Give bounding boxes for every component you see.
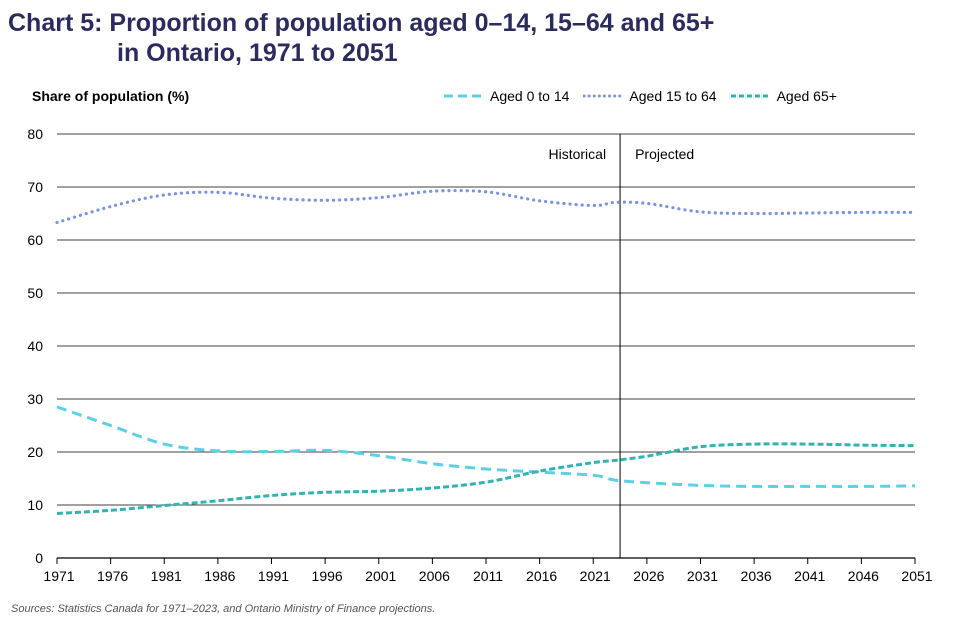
- x-tick-label-2016: 2016: [526, 568, 557, 584]
- legend-swatch-aged-65-plus: [730, 94, 771, 98]
- x-tick-label-2051: 2051: [901, 568, 932, 584]
- series-line-aged-65-plus: [56, 442, 916, 515]
- projected-label: Projected: [635, 146, 694, 162]
- x-tick-label-1996: 1996: [312, 568, 343, 584]
- series-line-aged-15-64: [55, 188, 917, 225]
- series-line-aged-0-14: [56, 405, 916, 488]
- y-tick-label-30: 30: [27, 391, 43, 407]
- chart-title-line-1: Chart 5: Proportion of population aged 0…: [8, 9, 715, 37]
- x-tick-label-2001: 2001: [365, 568, 396, 584]
- x-tick-label-1981: 1981: [151, 568, 182, 584]
- legend: Aged 0 to 14 Aged 15 to 64 Aged 65+: [444, 88, 837, 104]
- y-axis-label: Share of population (%): [32, 88, 190, 104]
- historical-label: Historical: [548, 146, 606, 162]
- x-tick-label-2026: 2026: [633, 568, 664, 584]
- legend-item-aged-0-14: Aged 0 to 14: [444, 88, 569, 104]
- source-note: Sources: Statistics Canada for 1971–2023…: [11, 603, 436, 615]
- chart-title: Chart 5: Proportion of population aged 0…: [8, 8, 714, 68]
- legend-label-aged-15-64: Aged 15 to 64: [629, 88, 717, 104]
- x-tick-label-1971: 1971: [43, 568, 74, 584]
- y-tick-label-10: 10: [27, 497, 43, 513]
- y-tick-label-40: 40: [27, 338, 43, 354]
- legend-item-aged-65-plus: Aged 65+: [730, 88, 837, 104]
- chart-title-line-2: in Ontario, 1971 to 2051: [117, 39, 398, 67]
- x-tick-label-2041: 2041: [794, 568, 825, 584]
- x-tick-label-2046: 2046: [848, 568, 879, 584]
- y-tick-label-50: 50: [27, 285, 43, 301]
- legend-item-aged-15-64: Aged 15 to 64: [583, 88, 717, 104]
- x-tick-label-1976: 1976: [97, 568, 128, 584]
- x-tick-label-1986: 1986: [204, 568, 235, 584]
- legend-label-aged-0-14: Aged 0 to 14: [490, 88, 570, 104]
- x-tick-label-2031: 2031: [687, 568, 718, 584]
- y-tick-label-70: 70: [27, 179, 43, 195]
- x-tick-label-1991: 1991: [258, 568, 289, 584]
- x-tick-label-2036: 2036: [741, 568, 772, 584]
- y-tick-label-80: 80: [27, 126, 43, 142]
- legend-label-aged-65-plus: Aged 65+: [776, 88, 837, 104]
- x-tick-label-2021: 2021: [580, 568, 611, 584]
- y-tick-label-20: 20: [27, 444, 43, 460]
- x-tick-label-2011: 2011: [473, 568, 503, 584]
- y-tick-label-60: 60: [27, 232, 43, 248]
- x-tick-label-2006: 2006: [419, 568, 450, 584]
- legend-swatch-aged-0-14: [444, 94, 484, 98]
- legend-swatch-aged-15-64: [583, 94, 624, 98]
- y-tick-label-0: 0: [35, 550, 43, 566]
